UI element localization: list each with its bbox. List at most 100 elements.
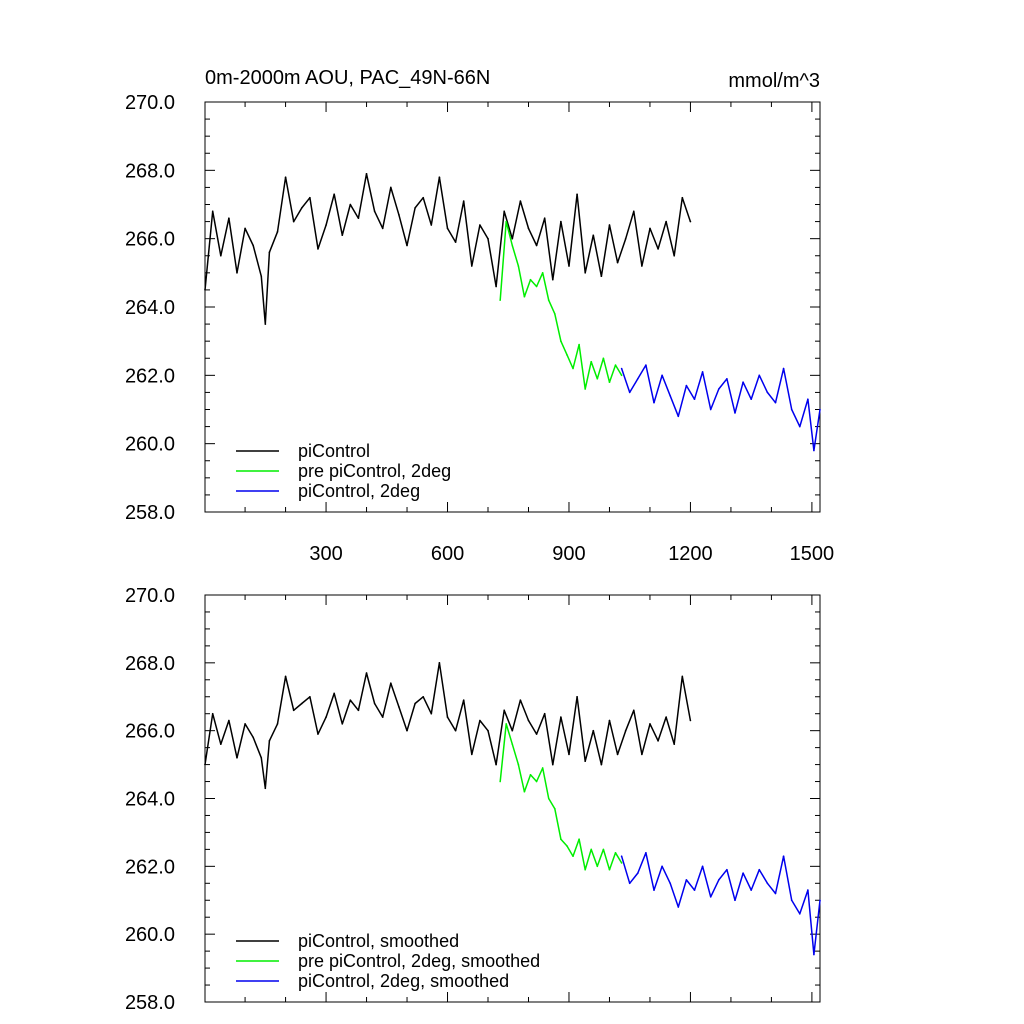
data-point xyxy=(264,323,267,325)
data-point xyxy=(572,367,574,370)
data-point xyxy=(543,712,546,715)
data-point xyxy=(541,767,544,769)
data-point xyxy=(365,672,368,674)
data-point xyxy=(349,699,352,701)
top-series-group xyxy=(204,172,821,452)
data-point xyxy=(766,391,769,394)
data-point xyxy=(547,299,550,301)
data-point xyxy=(641,265,643,267)
data-point xyxy=(422,196,425,199)
data-point xyxy=(819,899,821,902)
data-point xyxy=(681,675,684,678)
data-point xyxy=(252,244,254,247)
data-point xyxy=(317,733,319,735)
series-line-0 xyxy=(204,173,692,325)
data-point xyxy=(661,374,663,377)
bottom-tick-marks xyxy=(205,594,820,1003)
data-point xyxy=(276,723,279,725)
legend-label: pre piControl, 2deg, smoothed xyxy=(298,951,540,971)
data-point xyxy=(620,367,623,370)
data-point xyxy=(657,248,659,250)
data-point xyxy=(798,425,801,428)
data-point xyxy=(590,848,593,851)
data-point xyxy=(649,723,651,725)
bottom-y-tick-labels: 258.0 260.0 262.0 264.0 266.0 268.0 270.0 xyxy=(125,585,175,1014)
data-point xyxy=(479,224,481,226)
data-point xyxy=(495,763,497,766)
data-point xyxy=(228,217,230,219)
y-tick-label: 264.0 xyxy=(125,297,175,319)
data-point xyxy=(637,377,639,380)
y-tick-label: 264.0 xyxy=(125,789,175,811)
data-point xyxy=(341,723,344,725)
data-point xyxy=(726,868,728,871)
data-point xyxy=(596,865,599,868)
data-point xyxy=(462,200,465,202)
data-point xyxy=(584,868,586,871)
data-point xyxy=(535,733,538,735)
data-point xyxy=(252,736,254,739)
data-point xyxy=(657,740,659,742)
data-point xyxy=(499,299,501,301)
data-point xyxy=(341,234,344,237)
data-point xyxy=(665,716,667,718)
y-tick-label: 262.0 xyxy=(125,856,175,878)
data-point xyxy=(317,248,319,250)
data-point xyxy=(608,381,611,383)
data-point xyxy=(717,879,720,881)
y-tick-label: 258.0 xyxy=(125,992,175,1014)
y-tick-label: 270.0 xyxy=(125,585,175,607)
data-point xyxy=(798,913,801,915)
bottom-panel: 258.0 260.0 262.0 264.0 266.0 268.0 270.0 piCo… xyxy=(125,585,821,1014)
data-point xyxy=(422,695,425,698)
legend-label: piControl, smoothed xyxy=(298,931,459,951)
data-point xyxy=(438,176,441,178)
data-point xyxy=(592,234,595,237)
bottom-series-group xyxy=(204,662,821,956)
data-point xyxy=(260,757,263,759)
data-point xyxy=(517,763,520,766)
data-point xyxy=(632,210,635,213)
data-point xyxy=(641,753,643,756)
data-point xyxy=(649,227,651,230)
data-point xyxy=(499,780,501,783)
data-point xyxy=(511,237,514,240)
data-point xyxy=(543,217,546,219)
data-point xyxy=(381,227,384,230)
data-point xyxy=(628,391,631,394)
data-point xyxy=(790,408,793,411)
top-x-tick-labels: 300 600 900 1200 1500 xyxy=(309,543,834,565)
data-point xyxy=(527,719,530,722)
series-line-0 xyxy=(204,662,692,790)
data-point xyxy=(487,237,489,240)
data-point xyxy=(701,865,704,868)
data-point xyxy=(365,172,368,175)
data-point xyxy=(584,272,586,274)
data-point xyxy=(677,906,680,908)
data-point xyxy=(572,855,574,857)
data-point xyxy=(454,729,457,732)
data-point xyxy=(211,210,214,213)
y-tick-label: 258.0 xyxy=(125,502,175,524)
legend-label: piControl, 2deg xyxy=(298,481,420,501)
data-point xyxy=(774,892,777,895)
data-point xyxy=(211,712,214,715)
data-point xyxy=(430,224,433,226)
legend-label: pre piControl, 2deg xyxy=(298,461,451,481)
data-point xyxy=(620,855,623,857)
data-point xyxy=(677,415,680,418)
data-point xyxy=(693,398,696,401)
data-point xyxy=(560,340,562,342)
data-point xyxy=(519,200,522,202)
data-point xyxy=(554,313,556,315)
data-point xyxy=(819,408,821,411)
data-point xyxy=(813,953,815,956)
data-point xyxy=(578,838,580,840)
data-point xyxy=(454,241,457,243)
data-point xyxy=(766,882,769,885)
data-point xyxy=(406,244,408,247)
data-point xyxy=(758,374,761,377)
data-point xyxy=(742,872,744,874)
